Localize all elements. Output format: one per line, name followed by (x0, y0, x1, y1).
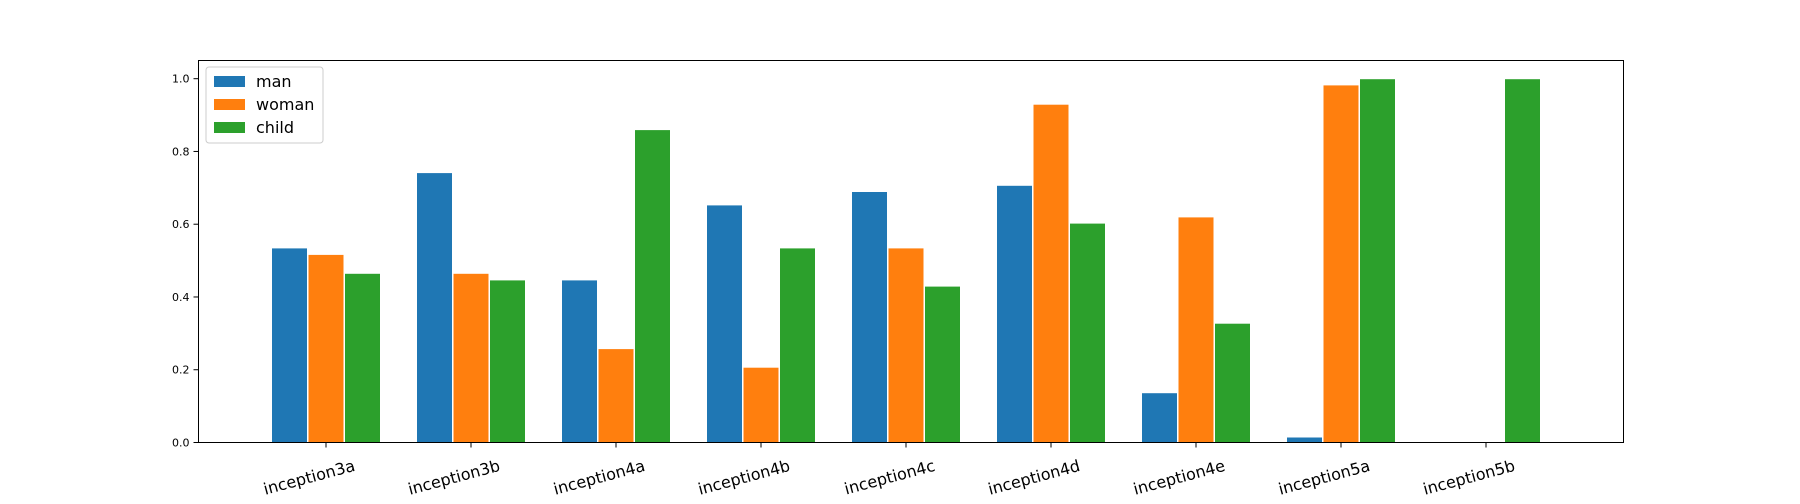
bar-man-inception4d (996, 184, 1033, 444)
bar-woman-inception4e (1177, 216, 1215, 443)
x-tick-label-inception4c: inception4c (842, 456, 937, 498)
bar-child-inception4d (1069, 222, 1106, 443)
bar-man-inception4a (561, 279, 598, 443)
legend-label-man: man (256, 72, 292, 91)
y-axis: 0.0 0.2 0.4 0.6 0.8 1.0 (172, 73, 199, 450)
bar-child-inception4e (1214, 322, 1251, 444)
x-tick-label-inception4e: inception4e (1131, 456, 1227, 499)
bar-child-inception3b (489, 279, 526, 443)
y-tick-label: 0.6 (172, 218, 190, 231)
legend-label-child: child (256, 118, 294, 137)
x-tick-label-inception4b: inception4b (696, 456, 792, 499)
bar-child-inception5b (1504, 78, 1541, 443)
bar-woman-inception3a (307, 253, 345, 443)
bar-child-inception4b (779, 247, 816, 443)
x-tick-label-inception5b: inception5b (1421, 456, 1517, 499)
bar-man-inception4c (851, 191, 888, 443)
bar-woman-inception4c (887, 247, 925, 443)
bars-layer (271, 78, 1541, 444)
y-tick-label: 0.0 (172, 437, 190, 450)
bar-woman-inception4d (1032, 103, 1070, 443)
bar-child-inception5a (1359, 78, 1396, 443)
x-tick-label-inception4a: inception4a (551, 456, 647, 499)
bar-man-inception3a (271, 247, 308, 443)
y-tick-label: 0.4 (172, 291, 190, 304)
bar-woman-inception4b (742, 366, 780, 444)
legend-label-woman: woman (256, 95, 314, 114)
x-tick-label-inception3a: inception3a (261, 456, 357, 499)
y-tick-label: 0.8 (172, 145, 190, 158)
legend-swatch-woman (214, 99, 245, 110)
bar-man-inception4e (1141, 392, 1178, 444)
x-tick-label-inception5a: inception5a (1276, 456, 1372, 499)
bar-child-inception4c (924, 285, 961, 443)
bar-woman-inception5a (1322, 84, 1360, 444)
y-tick-label: 0.2 (172, 364, 190, 377)
x-tick-label-inception3b: inception3b (406, 456, 502, 499)
bar-woman-inception3b (452, 272, 490, 443)
x-axis: inception3a inception3b inception4a incepti… (261, 442, 1517, 499)
bar-child-inception4a (634, 129, 671, 443)
plot-frame (198, 60, 1624, 443)
legend-swatch-man (214, 76, 245, 87)
bar-man-inception3b (416, 172, 453, 443)
bar-man-inception4b (706, 204, 743, 443)
y-tick-label: 1.0 (172, 73, 190, 86)
bar-man-inception5a (1286, 436, 1323, 443)
bar-child-inception3a (344, 272, 381, 443)
x-tick-label-inception4d: inception4d (986, 456, 1082, 499)
legend-swatch-child (214, 122, 245, 133)
bar-woman-inception4a (597, 348, 635, 444)
legend: man woman child (205, 66, 324, 144)
